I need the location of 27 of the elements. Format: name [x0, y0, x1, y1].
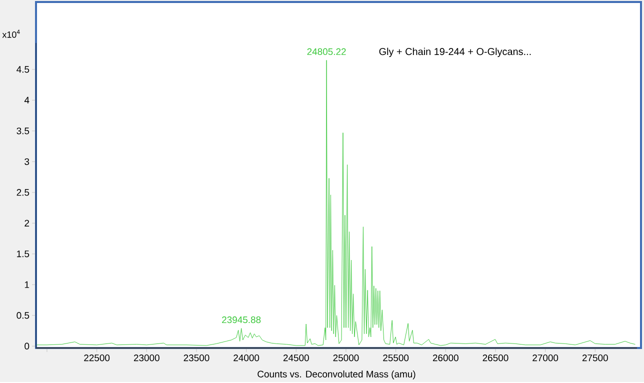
x-tick-label: 27000	[532, 354, 558, 362]
x-tick-label: 24500	[283, 354, 309, 362]
x-tick-label: 24000	[234, 354, 260, 362]
x-tick-label: 23000	[134, 354, 160, 362]
y-tick-label: 3.5	[16, 128, 30, 134]
x-tick-label: 25500	[383, 354, 409, 362]
x-tick-label: 25000	[333, 354, 359, 362]
y-tick-label: 2.5	[16, 189, 30, 196]
annotation: 23945.88	[222, 316, 261, 324]
x-tick-label: 22500	[84, 354, 110, 362]
x-tick-label: 26500	[482, 354, 508, 362]
y-tick-label: 3	[24, 158, 30, 166]
y-tick-label: 1	[24, 282, 30, 288]
x-tick-label: 23500	[184, 354, 210, 362]
y-tick-label: 4.5	[16, 66, 30, 73]
annotation: Gly + Chain 19-244 + O-Glycans...	[379, 48, 531, 58]
line-series	[36, 60, 636, 346]
y-tick-label: 1.5	[17, 250, 30, 258]
x-tick-label: 26000	[432, 354, 458, 362]
y-axis-title: x10$^{4}$	[2, 30, 20, 38]
y-tick-label: 4	[24, 97, 30, 104]
annotation: 24805.22	[307, 48, 346, 56]
y-tick-label: 0	[24, 342, 30, 350]
x-tick-label: 27500	[582, 354, 608, 362]
y-tick-label: 0.5	[16, 312, 30, 319]
y-tick-label: 2	[24, 220, 30, 227]
x-axis-title: Counts vs. Deconvoluted Mass (amu)	[258, 370, 416, 380]
